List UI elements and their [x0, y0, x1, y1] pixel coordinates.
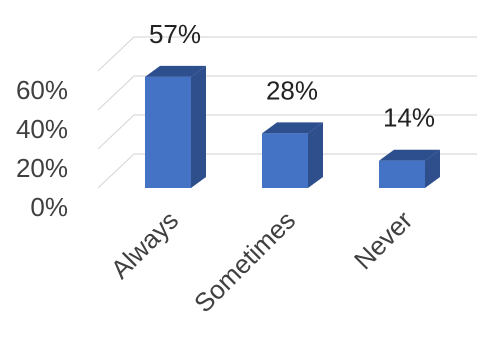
category-label: Always: [105, 205, 184, 284]
y-tick-label: 20%: [16, 153, 68, 183]
data-label: 28%: [266, 75, 318, 105]
bar: [262, 122, 323, 188]
category-labels: Always Sometimes Never: [105, 205, 419, 318]
category-label: Sometimes: [188, 205, 301, 318]
bars: [145, 65, 440, 188]
y-axis-tick-labels: 0% 20% 40% 60%: [16, 75, 68, 222]
bar: [145, 65, 206, 188]
y-tick-label: 40%: [16, 114, 68, 144]
gridline: [97, 75, 477, 111]
data-label: 57%: [149, 19, 201, 49]
y-tick-label: 60%: [16, 75, 68, 105]
gridline: [97, 153, 477, 189]
gridline: [97, 36, 477, 72]
y-tick-label: 0%: [30, 192, 68, 222]
data-label: 14%: [383, 103, 435, 133]
category-label: Never: [348, 205, 418, 275]
gridline: [97, 114, 477, 150]
bar: [379, 149, 440, 188]
data-labels: 57% 28% 14%: [149, 19, 435, 133]
gridlines: [97, 36, 477, 189]
